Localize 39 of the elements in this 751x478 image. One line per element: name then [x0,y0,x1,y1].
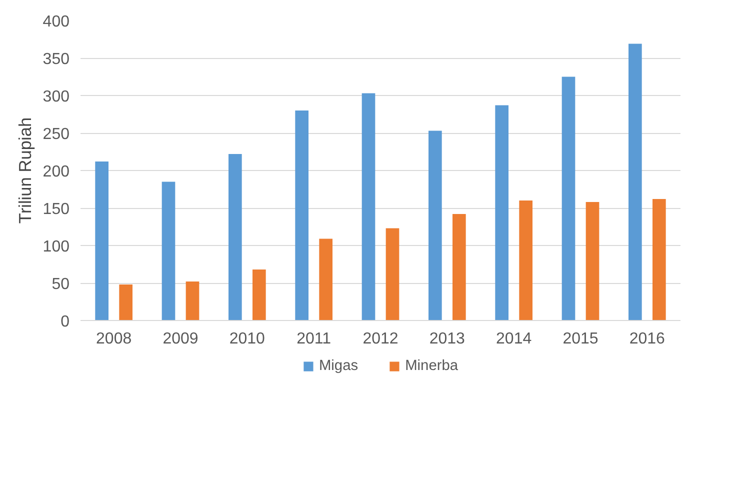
legend-label: Migas [318,358,358,374]
y-tick-label: 350 [42,51,70,68]
x-tick-label: 2009 [162,330,198,348]
y-tick-label: 300 [42,88,70,106]
bar [452,214,466,320]
bar [519,200,532,320]
y-tick-label: 200 [42,164,70,180]
y-tick-label: 0 [60,314,70,330]
bar [652,199,666,320]
y-tick-label: 250 [42,126,70,143]
x-tick-label: 2014 [496,330,532,348]
y-tick-label: 150 [42,201,70,218]
y-tick-label: 400 [42,14,70,30]
bar [362,93,376,320]
bar [319,238,332,320]
bar [228,154,242,320]
bar [628,44,642,320]
bar [495,105,508,320]
x-tick-label: 2015 [562,330,598,348]
x-tick-label: 2013 [429,330,466,348]
bar [586,202,600,320]
legend-label: Minerba [405,358,458,374]
x-tick-label: 2010 [229,330,266,348]
y-tick-label: 50 [52,276,70,293]
y-axis-title: Triliun Rupiah [14,117,35,224]
bar [119,284,132,320]
bar [562,76,576,320]
bar [186,282,200,320]
bar [428,130,442,320]
x-tick-label: 2012 [362,330,398,348]
x-tick-label: 2016 [629,330,666,348]
x-tick-label: 2011 [296,330,332,348]
bar [162,182,176,320]
y-tick-label: 100 [42,238,70,256]
bar [252,270,266,320]
x-tick-label: 2008 [96,330,132,348]
bar [95,162,108,320]
bar [386,228,400,320]
bar [295,110,308,320]
